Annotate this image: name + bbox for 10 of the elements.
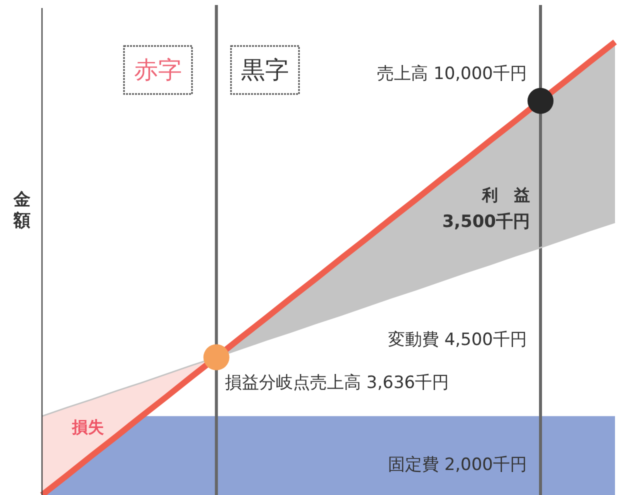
annotation: 3,500千円 (442, 212, 530, 232)
annotation: 赤字 (134, 56, 182, 84)
annotation: 損失 (71, 418, 104, 436)
annotation: 固定費 2,000千円 (388, 455, 527, 475)
y-axis-title: 金額 (12, 190, 30, 231)
annotation: 利 益 (481, 186, 530, 204)
annotation: 黒字 (241, 56, 289, 84)
annotation: 変動費 4,500千円 (388, 330, 527, 350)
annotation: 売上高 10,000千円 (377, 64, 527, 84)
annotation: 損益分岐点売上高 3,636千円 (225, 373, 450, 393)
